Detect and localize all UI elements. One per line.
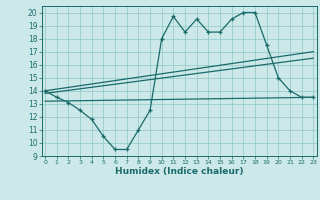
X-axis label: Humidex (Indice chaleur): Humidex (Indice chaleur) <box>115 167 244 176</box>
